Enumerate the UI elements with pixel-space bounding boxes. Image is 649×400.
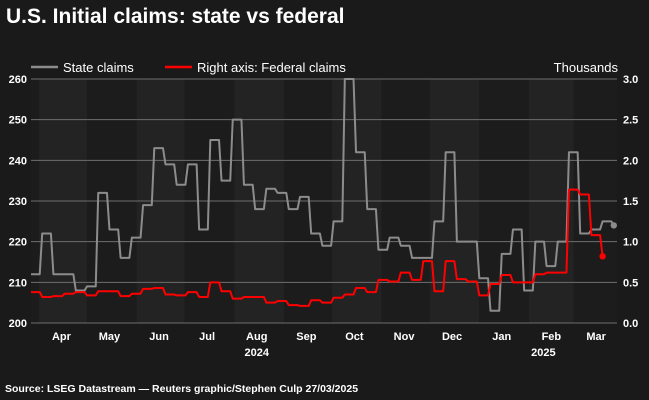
x-axis-tick-label: May bbox=[99, 331, 121, 343]
left-axis-tick-label: 250 bbox=[9, 115, 27, 127]
state-claims-line bbox=[31, 78, 615, 312]
right-axis-tick-label: 2.5 bbox=[623, 115, 638, 127]
right-axis-tick-label: 1.5 bbox=[623, 196, 638, 208]
legend-federal-label: Right axis: Federal claims bbox=[197, 60, 346, 75]
x-axis-tick-label: Nov bbox=[394, 331, 416, 343]
left-axis-tick-label: 200 bbox=[9, 318, 27, 330]
right-axis-tick-label: 3.0 bbox=[623, 74, 638, 86]
state-claims-point bbox=[610, 222, 617, 229]
unit-label: Thousands bbox=[554, 60, 619, 75]
chart-title: U.S. Initial claims: state vs federal bbox=[6, 5, 345, 28]
x-axis-year-label: 2025 bbox=[531, 347, 555, 359]
right-axis-tick-label: 0.5 bbox=[623, 277, 638, 289]
x-axis-tick-label: Jul bbox=[199, 331, 215, 343]
left-axis-tick-label: 220 bbox=[9, 237, 27, 249]
x-axis-tick-label: Oct bbox=[345, 331, 364, 343]
x-axis-year-label: 2024 bbox=[245, 347, 270, 359]
left-axis-tick-label: 210 bbox=[9, 277, 27, 289]
x-axis-tick-label: Dec bbox=[442, 331, 462, 343]
x-axis-tick-label: Apr bbox=[52, 331, 72, 343]
x-axis-tick-label: Jun bbox=[149, 331, 169, 343]
right-axis-tick-label: 0.0 bbox=[623, 318, 638, 330]
x-axis-tick-label: Sep bbox=[296, 331, 316, 343]
left-axis-tick-label: 230 bbox=[9, 196, 27, 208]
right-axis-tick-label: 2.0 bbox=[623, 155, 638, 167]
left-axis-tick-label: 240 bbox=[9, 155, 27, 167]
federal-claims-point bbox=[599, 253, 606, 260]
federal-claims-line bbox=[31, 188, 604, 307]
x-axis-tick-label: Aug bbox=[246, 331, 267, 343]
x-axis-tick-label: Feb bbox=[542, 331, 562, 343]
right-axis-tick-label: 1.0 bbox=[623, 237, 638, 249]
legend-state-label: State claims bbox=[63, 60, 134, 75]
x-axis-tick-label: Jan bbox=[492, 331, 511, 343]
source-note: Source: LSEG Datastream — Reuters graphi… bbox=[5, 383, 359, 395]
x-axis-tick-label: Mar bbox=[586, 331, 606, 343]
left-axis-tick-label: 260 bbox=[9, 74, 27, 86]
